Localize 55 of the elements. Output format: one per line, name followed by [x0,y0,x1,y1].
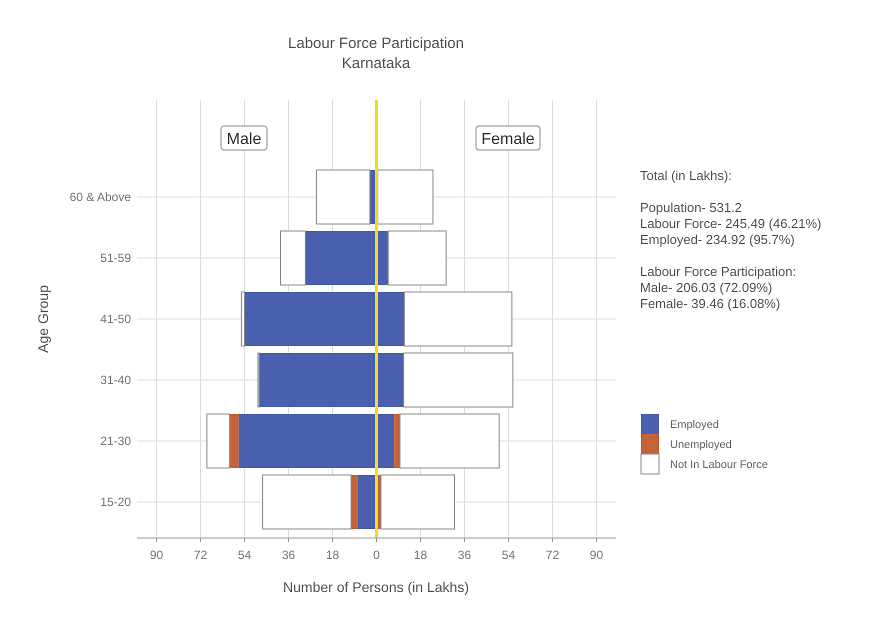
chart-subtitle: Karnataka [342,55,411,72]
bar [238,414,376,468]
bar [388,230,447,286]
bar [404,292,512,346]
bar [230,414,239,468]
y-tick-label: 31-40 [100,373,132,387]
x-tick-label: 90 [590,548,604,562]
bar [399,414,500,468]
y-tick-label: 15-20 [100,495,132,509]
x-tick-label: 18 [326,548,340,562]
text: Employed- 234.92 (95.7%) [640,232,795,247]
y-tick-label: 21-30 [100,434,132,448]
x-tick-label: 0 [373,548,380,562]
text: Total (in Lakhs): [640,168,732,183]
text: Labour Force- 245.49 (46.21%) [640,216,822,231]
legend-label: Employed [670,419,719,431]
bar [377,170,434,224]
x-tick-label: 54 [238,548,252,562]
text: Female [481,131,535,148]
bar [376,292,404,346]
bar [394,414,400,468]
bar [305,231,376,285]
text: Labour Force Participation: [640,264,796,279]
bar [244,292,376,346]
text: Population- 531.2 [640,200,742,215]
y-tick-label: 41-50 [100,312,132,326]
bar [403,352,514,408]
chart-title: Labour Force Participation [288,35,464,52]
text: Male- 206.03 (72.09%) [640,280,772,295]
bar [376,353,404,407]
bar [240,292,246,346]
x-tick-label: 72 [194,548,208,562]
x-tick-label: 36 [458,548,472,562]
bar [351,475,358,529]
y-axis-title: Age Group [35,284,51,353]
bar [259,353,376,407]
bar [280,230,306,286]
x-tick-label: 18 [414,548,428,562]
x-tick-label: 72 [546,548,560,562]
legend-label: Unemployed [670,439,732,451]
text: Male [226,131,262,148]
x-tick-label: 36 [282,548,296,562]
x-axis-title: Number of Persons (in Lakhs) [283,579,469,595]
legend-label: Not In Labour Force [670,459,768,471]
bar [206,414,230,468]
text: Female- 39.46 (16.08%) [640,296,780,311]
y-tick-label: 60 & Above [70,190,132,204]
bar [262,474,352,530]
bar [380,474,455,530]
y-tick-label: 51-59 [100,251,132,265]
x-tick-label: 90 [150,548,164,562]
bar [376,414,394,468]
x-tick-label: 54 [502,548,516,562]
bar [316,170,370,224]
bar [358,475,376,529]
